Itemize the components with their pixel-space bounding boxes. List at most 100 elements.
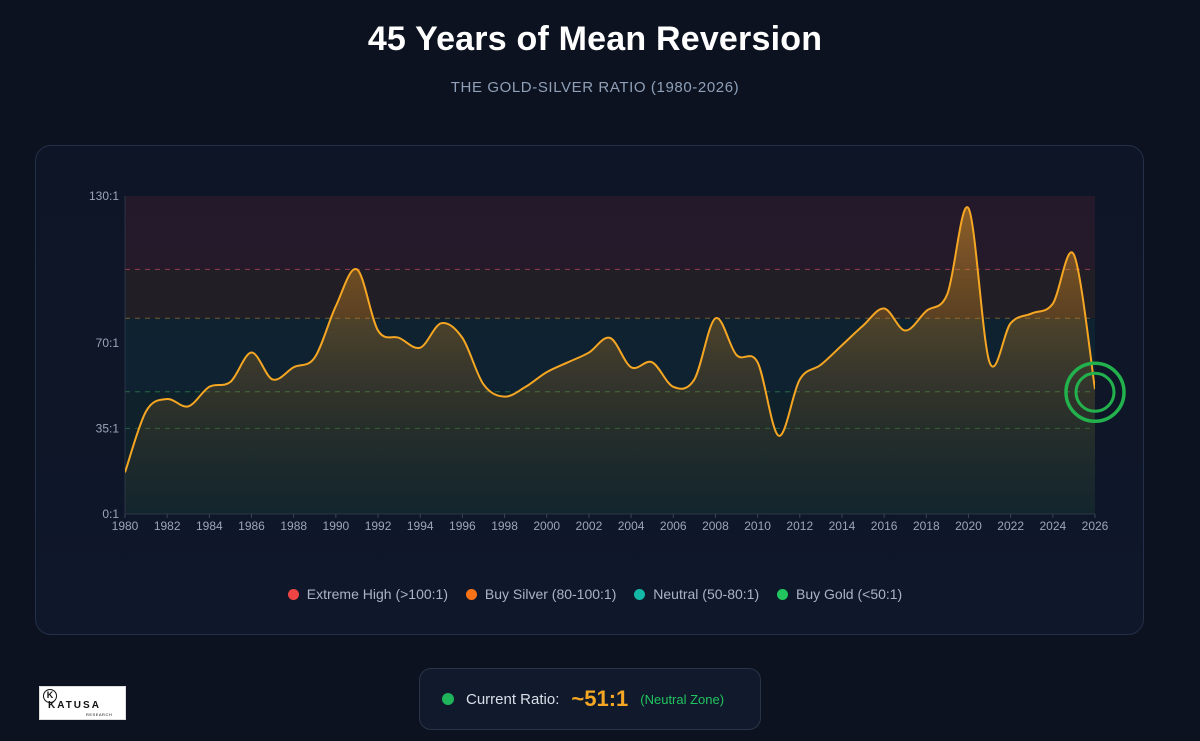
- data-point: [1071, 252, 1076, 257]
- data-point: [333, 304, 338, 309]
- logo-name: KATUSA: [48, 700, 101, 711]
- x-tick-label: 2014: [829, 519, 856, 533]
- data-point: [924, 308, 929, 313]
- legend-dot-icon: [287, 588, 299, 600]
- y-tick-label: 70:1: [96, 336, 120, 350]
- x-tick-label: 1998: [491, 519, 518, 533]
- zone-band-extreme-high: [125, 196, 1095, 270]
- data-point: [397, 335, 402, 340]
- legend-dot-icon: [777, 588, 788, 600]
- data-point: [165, 397, 170, 402]
- x-tick-label: 1988: [280, 519, 307, 533]
- x-tick-label: 2002: [576, 519, 603, 533]
- data-point: [460, 335, 465, 340]
- current-zone-label: (Neutral Zone): [640, 691, 725, 707]
- current-marker-outer-ring: [1064, 361, 1126, 423]
- x-tick-label: 1992: [365, 519, 392, 533]
- page-subtitle: THE GOLD-SILVER RATIO (1980-2026): [450, 79, 740, 96]
- x-tick-label: 1994: [407, 519, 434, 533]
- x-tick-label: 2000: [533, 519, 560, 533]
- data-point: [987, 360, 992, 365]
- series-group: [123, 206, 1098, 514]
- series-line: [125, 206, 1095, 473]
- data-point: [839, 343, 844, 348]
- data-point: [861, 323, 866, 328]
- legend-label: Extreme High (>100:1): [306, 586, 448, 602]
- data-point: [186, 404, 191, 409]
- x-tick-label: 2010: [744, 519, 771, 533]
- data-point: [144, 409, 149, 414]
- x-tick-label: 2022: [997, 519, 1024, 533]
- status-dot-icon: [442, 693, 454, 705]
- data-point: [123, 470, 128, 475]
- legend-item-extreme-high: Extreme High (>100:1): [287, 586, 448, 602]
- current-ratio-label: Current Ratio:: [466, 690, 560, 708]
- data-point: [544, 370, 549, 375]
- data-point: [586, 350, 591, 355]
- data-point: [966, 206, 971, 211]
- current-ratio-value: ~51:1: [571, 686, 629, 711]
- x-tick-label: 2020: [955, 519, 982, 533]
- y-tick-label: 130:1: [89, 189, 119, 203]
- data-point: [207, 384, 212, 389]
- legend-item-buy-gold: Buy Gold (<50:1): [777, 586, 902, 602]
- x-tick-label: 2018: [913, 519, 940, 533]
- data-point: [1008, 321, 1013, 326]
- data-point: [755, 360, 760, 365]
- data-point: [818, 362, 823, 367]
- data-point: [354, 267, 359, 272]
- current-marker-inner-ring: [1074, 371, 1116, 413]
- y-axis: 0:1 35:1 70:1 130:1: [89, 189, 126, 521]
- x-tick-label: 2016: [871, 519, 898, 533]
- legend-label: Buy Gold (<50:1): [796, 586, 903, 602]
- data-point: [291, 365, 296, 370]
- x-tick-label: 1996: [449, 519, 476, 533]
- chart-legend: Extreme High (>100:1) Buy Silver (80-100…: [0, 586, 1190, 603]
- data-point: [903, 328, 908, 333]
- legend-label: Neutral (50-80:1): [653, 586, 760, 602]
- data-point: [797, 377, 802, 382]
- data-point: [1093, 387, 1098, 392]
- x-tick-label: 2006: [660, 519, 687, 533]
- data-point: [1029, 311, 1034, 316]
- x-tick-label: 1990: [323, 519, 350, 533]
- legend-item-neutral: Neutral (50-80:1): [634, 586, 759, 602]
- katusa-logo: K KATUSA RESEARCH: [39, 686, 126, 720]
- data-point: [671, 384, 676, 389]
- data-point: [376, 328, 381, 333]
- data-point: [439, 321, 444, 326]
- data-point: [1050, 301, 1055, 306]
- current-ratio-panel: Current Ratio: ~51:1 (Neutral Zone): [419, 668, 761, 730]
- current-marker: [1064, 361, 1126, 423]
- legend-label: Buy Silver (80-100:1): [484, 586, 617, 602]
- x-tick-label: 2004: [618, 519, 645, 533]
- data-point: [502, 394, 507, 399]
- x-tick-label: 1984: [196, 519, 223, 533]
- x-tick-label: 2024: [1039, 519, 1066, 533]
- data-point: [312, 355, 317, 360]
- legend-dot-icon: [465, 588, 477, 600]
- data-point: [565, 360, 570, 365]
- data-point: [249, 350, 254, 355]
- data-point: [228, 379, 233, 384]
- data-point: [734, 353, 739, 358]
- logo-sub: RESEARCH: [86, 712, 113, 717]
- data-point: [270, 377, 275, 382]
- x-tick-label: 2012: [786, 519, 813, 533]
- x-tick-label: 2026: [1082, 519, 1109, 533]
- y-tick-label: 35:1: [96, 421, 120, 435]
- data-point: [882, 306, 887, 311]
- x-tick-label: 1980: [112, 519, 139, 533]
- x-axis: 1980 1982 1984 1986 1988 1990 1992 1994 1996 1998…: [112, 513, 1109, 533]
- legend-item-buy-silver: Buy Silver (80-100:1): [465, 586, 617, 602]
- page-title: 45 Years of Mean Reversion: [367, 20, 823, 58]
- x-tick-label: 1986: [238, 519, 265, 533]
- data-point: [650, 360, 655, 365]
- logo-mark-icon: K: [43, 689, 57, 703]
- data-point: [945, 291, 950, 296]
- data-point: [481, 382, 486, 387]
- data-point: [608, 335, 613, 340]
- series-area: [125, 207, 1095, 514]
- data-point: [418, 345, 423, 350]
